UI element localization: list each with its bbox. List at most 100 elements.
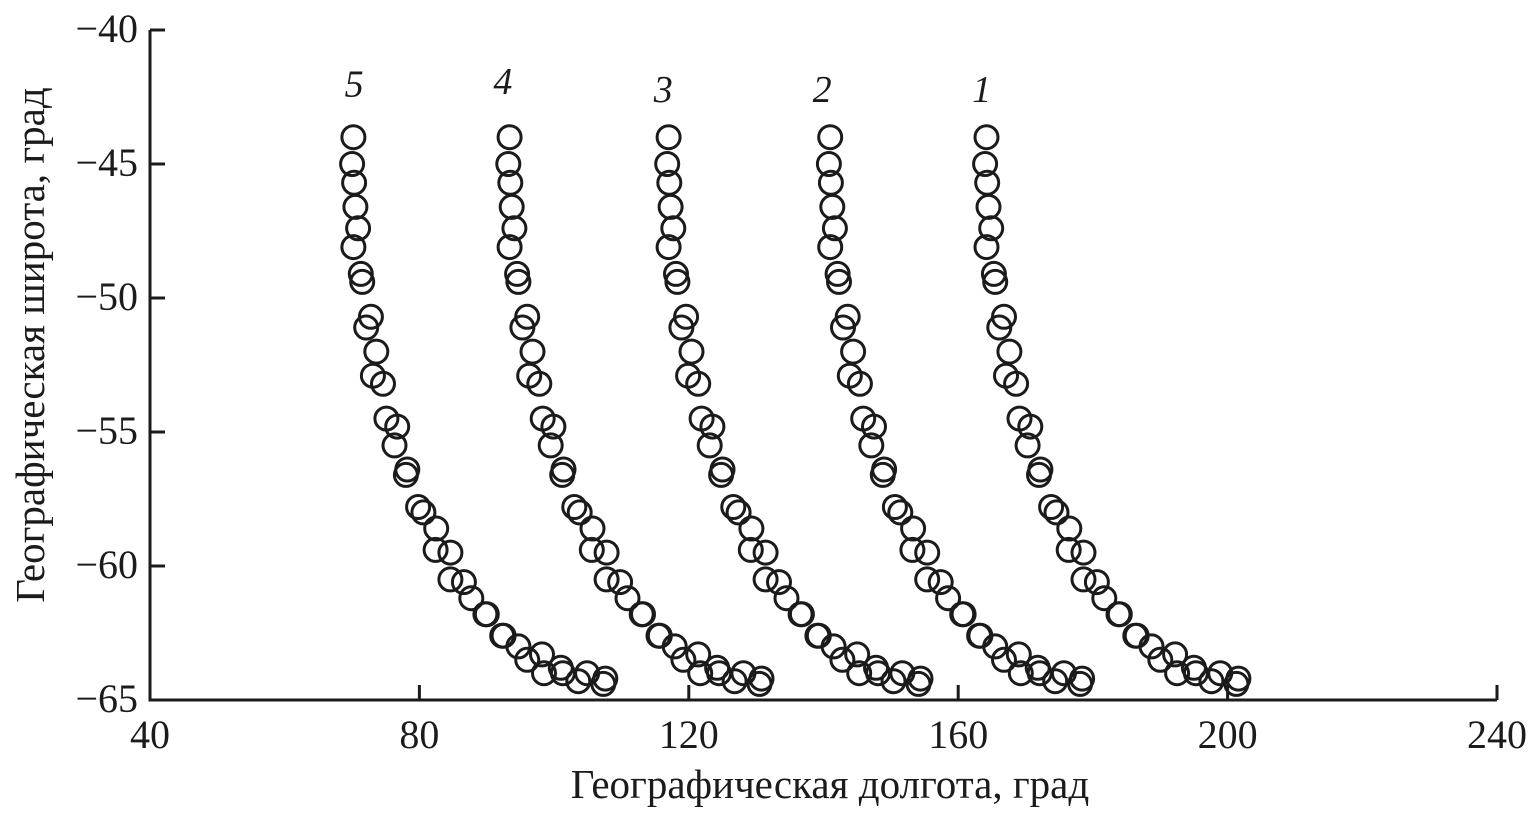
data-point-series-4 — [540, 413, 567, 440]
data-point-series-1 — [1055, 536, 1082, 563]
data-point-series-5 — [342, 193, 369, 220]
data-point-series-5 — [345, 215, 372, 242]
data-point-series-3 — [657, 193, 684, 220]
data-point-series-4 — [498, 193, 525, 220]
data-point-series-2 — [826, 268, 852, 295]
data-point-series-4 — [661, 633, 688, 660]
y-tick-label: −65 — [75, 676, 138, 721]
data-point-series-5 — [505, 633, 532, 660]
series-4 — [495, 124, 775, 697]
data-point-series-4 — [495, 151, 522, 177]
data-point-series-3 — [788, 601, 815, 628]
data-series — [339, 124, 1252, 697]
data-point-series-2 — [991, 646, 1017, 673]
series-label-1: 1 — [972, 69, 991, 111]
data-point-series-1 — [1003, 370, 1030, 397]
data-point-series-3 — [844, 641, 871, 668]
data-point-series-2 — [815, 151, 842, 177]
data-point-series-2 — [900, 515, 927, 542]
data-point-series-3 — [752, 539, 779, 566]
data-point-series-5 — [392, 461, 419, 488]
data-point-series-2 — [982, 633, 1009, 660]
data-point-series-2 — [840, 338, 867, 365]
data-point-series-3 — [829, 646, 856, 673]
x-tick-label: 200 — [1198, 712, 1258, 757]
data-point-series-5 — [384, 413, 411, 440]
data-point-series-1 — [1070, 539, 1097, 566]
data-point-series-1 — [972, 151, 999, 177]
series-2 — [815, 124, 1096, 697]
data-point-series-5 — [592, 665, 619, 692]
data-point-series-2 — [861, 413, 887, 440]
x-tick-label: 40 — [130, 712, 170, 757]
data-point-series-5 — [339, 151, 366, 177]
data-point-series-5 — [340, 234, 367, 261]
data-point-series-1 — [1147, 646, 1174, 673]
data-point-series-2 — [846, 370, 873, 397]
data-point-series-4 — [526, 370, 553, 397]
data-point-series-2 — [858, 432, 885, 459]
data-point-series-5 — [363, 338, 390, 365]
data-point-series-2 — [1005, 641, 1032, 668]
data-point-series-2 — [819, 193, 846, 220]
data-point-series-1 — [1043, 499, 1070, 526]
data-point-series-5 — [410, 499, 437, 526]
data-point-series-5 — [473, 601, 500, 628]
data-point-series-1 — [1083, 569, 1110, 596]
data-point-series-2 — [914, 539, 941, 566]
data-point-series-4 — [748, 665, 775, 692]
data-point-series-2 — [1069, 665, 1096, 692]
data-point-series-1 — [996, 338, 1023, 365]
data-point-series-3 — [668, 314, 695, 341]
x-tick-label: 240 — [1467, 712, 1527, 757]
data-point-series-4 — [685, 641, 712, 668]
data-point-series-3 — [660, 215, 687, 242]
data-point-series-3 — [685, 370, 712, 397]
data-point-series-2 — [821, 215, 848, 242]
series-label-4: 4 — [493, 61, 512, 103]
data-point-series-5 — [565, 668, 592, 695]
data-point-series-5 — [437, 539, 464, 566]
series-label-2: 2 — [813, 69, 832, 111]
data-point-series-2 — [881, 494, 908, 520]
data-point-series-5 — [450, 569, 477, 596]
y-tick-label: −55 — [75, 408, 138, 453]
y-axis-tick-labels: −40 −45 −50 −55 −60 −65 — [75, 6, 138, 721]
data-point-series-2 — [817, 124, 844, 151]
data-point-series-3 — [752, 566, 779, 593]
data-point-series-5 — [514, 646, 541, 673]
data-point-series-1 — [1014, 432, 1041, 459]
data-point-series-2 — [817, 234, 844, 261]
data-point-series-5 — [349, 268, 376, 295]
data-point-series-5 — [353, 314, 380, 341]
data-point-series-3 — [737, 536, 764, 563]
data-point-series-1 — [1225, 665, 1252, 692]
data-point-series-3 — [738, 515, 765, 542]
data-point-series-5 — [531, 660, 557, 687]
data-point-series-2 — [830, 314, 856, 341]
data-point-series-4 — [670, 646, 697, 673]
data-point-series-4 — [566, 499, 593, 526]
data-point-series-3 — [664, 268, 691, 295]
data-point-series-1 — [1017, 413, 1044, 440]
data-point-series-4 — [578, 536, 605, 563]
data-point-series-3 — [846, 660, 873, 687]
data-point-series-3 — [654, 151, 681, 177]
data-point-series-5 — [529, 641, 555, 668]
data-point-series-5 — [458, 585, 485, 612]
axis-spines — [148, 30, 1497, 702]
data-point-series-5 — [370, 370, 396, 397]
data-point-series-5 — [405, 494, 432, 520]
data-point-series-3 — [678, 338, 705, 365]
data-point-series-5 — [422, 536, 449, 563]
x-tick-label: 120 — [659, 712, 719, 757]
data-point-series-2 — [927, 569, 954, 596]
data-point-series-4 — [537, 432, 564, 459]
data-point-series-5 — [381, 432, 408, 459]
data-point-series-2 — [899, 536, 926, 563]
data-point-series-1 — [975, 193, 1002, 220]
data-point-series-3 — [655, 234, 682, 261]
y-tick-label: −50 — [75, 274, 138, 319]
data-point-series-3 — [655, 124, 682, 151]
